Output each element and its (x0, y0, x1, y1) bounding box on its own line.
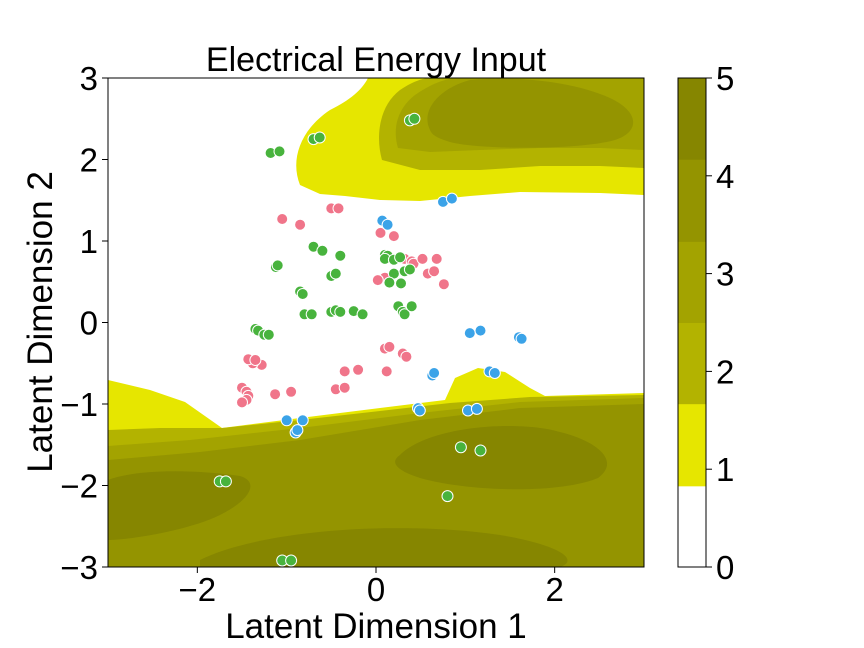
chart-title: Electrical Energy Input (206, 41, 547, 79)
colorbar-band (678, 403, 706, 487)
data-point (380, 365, 393, 378)
colorbar-band (678, 78, 706, 160)
x-tick-label: −2 (179, 571, 217, 608)
data-point (374, 226, 387, 239)
data-point (463, 327, 476, 340)
data-point (249, 354, 262, 366)
data-point (334, 305, 347, 318)
data-point (454, 441, 467, 454)
data-point (371, 274, 384, 287)
contour-blob-lower-right (395, 425, 608, 490)
data-point (271, 259, 284, 272)
data-point (474, 444, 487, 457)
data-point (294, 218, 307, 231)
data-point (329, 267, 342, 280)
data-point (285, 554, 298, 567)
x-axis-label: Latent Dimension 1 (225, 607, 527, 646)
data-point (236, 396, 248, 409)
y-tick-label: 3 (80, 60, 98, 97)
data-point (305, 308, 318, 321)
data-point (405, 300, 418, 313)
y-axis-label: Latent Dimension 2 (21, 171, 60, 473)
data-point (441, 490, 454, 503)
x-tick-label: 2 (545, 571, 563, 608)
colorbar-tick-label: 0 (716, 549, 734, 586)
data-point (276, 213, 289, 225)
data-point (430, 252, 443, 265)
colorbar-tick-label: 1 (716, 451, 734, 488)
data-point (403, 263, 416, 276)
data-point (296, 414, 309, 427)
data-point (316, 244, 329, 257)
data-point (387, 230, 400, 243)
colorbar-band (678, 241, 706, 323)
y-tick-label: 2 (80, 142, 98, 179)
x-tick-label: 0 (367, 571, 385, 608)
data-point (445, 192, 458, 205)
data-point (470, 402, 483, 415)
data-point (313, 131, 326, 144)
data-point (334, 249, 347, 262)
colorbar-tick-label: 4 (716, 158, 734, 195)
data-point (338, 365, 351, 378)
data-point (400, 350, 413, 363)
x-axis: −2 0 2 (179, 567, 564, 608)
data-point (381, 218, 394, 231)
scatter-points (213, 112, 528, 567)
data-point (280, 414, 293, 427)
data-point (383, 340, 396, 353)
data-point (273, 145, 286, 158)
colorbar-frame (677, 77, 707, 568)
data-point (296, 288, 309, 300)
colorbar-tick-label: 5 (716, 60, 734, 97)
y-axis: −3 −2 −1 0 1 2 3 (60, 60, 108, 586)
colorbar-band (678, 322, 706, 405)
data-point (428, 367, 441, 379)
contour-blob-lower-left (108, 471, 251, 540)
data-point (408, 112, 421, 125)
data-point (474, 324, 487, 337)
y-tick-label: −2 (60, 468, 98, 505)
y-tick-label: −1 (60, 386, 98, 423)
data-point (437, 278, 450, 291)
data-point (285, 385, 298, 398)
contour-blob-top (427, 78, 634, 148)
data-point (291, 424, 304, 437)
contour-field (108, 78, 644, 567)
data-point (383, 276, 396, 289)
colorbar-tick-label: 2 (716, 353, 734, 390)
y-tick-label: 1 (80, 223, 98, 260)
data-point (356, 308, 369, 321)
colorbar-band (678, 159, 706, 242)
y-tick-label: 0 (80, 305, 98, 342)
data-point (515, 332, 528, 345)
data-point (332, 202, 345, 215)
data-point (395, 277, 407, 290)
data-point (488, 367, 501, 379)
data-point (413, 404, 426, 417)
data-point (262, 328, 275, 341)
data-point (269, 388, 282, 401)
colorbar-band (678, 485, 706, 568)
data-point (352, 363, 365, 376)
data-point (338, 381, 351, 394)
plot-area (107, 77, 645, 568)
data-point (398, 308, 411, 321)
colorbar-tick-label: 3 (716, 256, 734, 293)
colorbar: 0 1 2 3 4 5 (677, 60, 734, 586)
data-point (394, 251, 407, 264)
data-point (416, 252, 429, 265)
y-tick-label: −3 (60, 549, 98, 586)
data-point (219, 475, 232, 488)
data-point (428, 265, 441, 278)
